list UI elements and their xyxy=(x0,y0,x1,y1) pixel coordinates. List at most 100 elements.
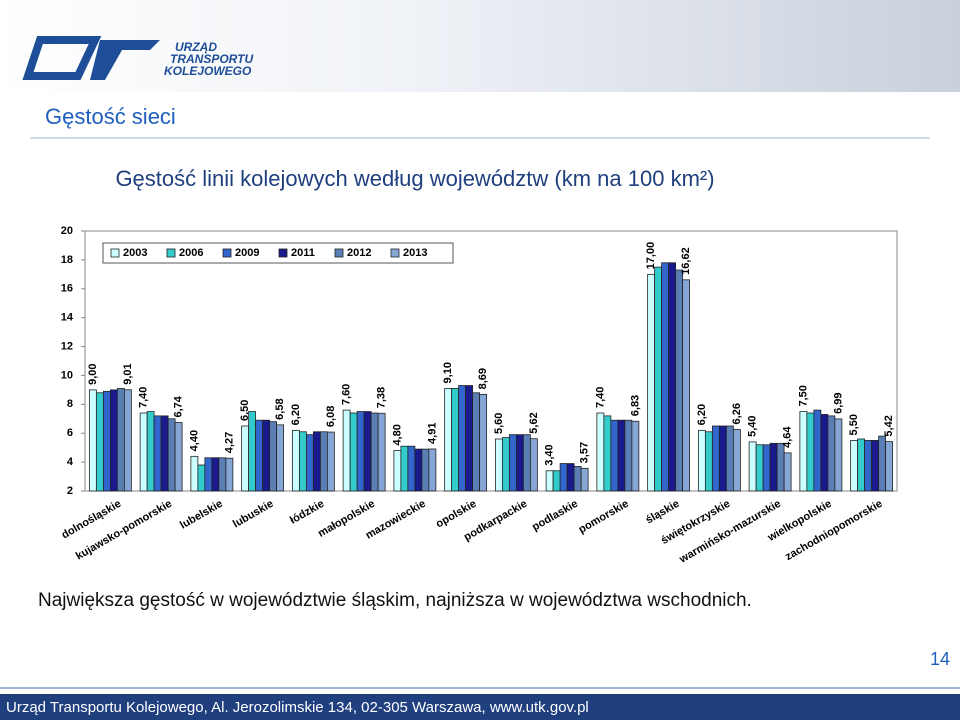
bar xyxy=(668,262,677,492)
bar xyxy=(857,438,866,492)
value-label: 4,27 xyxy=(223,432,235,453)
value-label: 5,62 xyxy=(528,412,540,433)
bar xyxy=(428,448,437,492)
y-tick-label: 20 xyxy=(61,225,73,237)
bar xyxy=(356,411,365,492)
bar xyxy=(624,419,633,492)
bar xyxy=(573,466,582,492)
x-tick-label: pomorskie xyxy=(577,498,631,536)
logo-text: URZĄD xyxy=(175,40,217,54)
bar xyxy=(617,419,626,492)
bar xyxy=(479,393,488,492)
bar xyxy=(305,434,314,492)
bar xyxy=(298,431,307,492)
chart-title: Gęstość linii kolejowych według wojewódz… xyxy=(115,166,714,191)
value-label: 6,83 xyxy=(629,395,641,416)
value-label: 9,00 xyxy=(87,363,99,384)
legend-box xyxy=(102,242,454,264)
bar xyxy=(799,411,808,492)
legend-swatch xyxy=(390,248,400,258)
bar xyxy=(522,434,531,492)
logo-text: TRANSPORTU xyxy=(170,52,253,66)
bar xyxy=(393,450,402,492)
bar xyxy=(596,412,605,492)
bar xyxy=(776,442,785,492)
value-label: 9,01 xyxy=(122,363,134,384)
value-label: 6,58 xyxy=(274,398,286,419)
y-tick-label: 18 xyxy=(61,254,73,266)
bar xyxy=(501,437,510,492)
bar xyxy=(806,412,815,492)
x-tick-label: łódzkie xyxy=(288,498,326,527)
legend-swatch xyxy=(222,248,232,258)
bar xyxy=(400,445,409,492)
bar xyxy=(95,392,104,492)
bar xyxy=(661,262,670,492)
footer-band xyxy=(0,694,960,720)
bar xyxy=(153,415,162,492)
bar xyxy=(820,414,829,492)
value-label: 4,40 xyxy=(188,430,200,451)
bar xyxy=(255,419,264,492)
bar xyxy=(451,388,460,492)
bar xyxy=(783,452,792,492)
bar xyxy=(529,438,538,492)
bar xyxy=(160,415,169,492)
bar xyxy=(718,425,727,492)
bar xyxy=(755,444,764,492)
bar xyxy=(769,442,778,492)
bar xyxy=(675,269,684,492)
bar xyxy=(407,445,416,492)
y-tick-label: 6 xyxy=(67,427,73,439)
value-label: 7,50 xyxy=(797,385,809,406)
bar xyxy=(312,431,321,492)
bar xyxy=(123,389,132,492)
bar xyxy=(276,424,285,492)
bar xyxy=(204,457,213,492)
bar xyxy=(580,467,589,492)
x-tick-label: śląskie xyxy=(644,498,682,527)
bar xyxy=(197,464,206,492)
value-label: 5,40 xyxy=(747,415,759,436)
bar xyxy=(458,385,467,492)
bar xyxy=(349,412,358,492)
value-label: 6,50 xyxy=(239,400,251,421)
x-tick-label: kujawsko-pomorskie xyxy=(74,498,174,563)
bar xyxy=(647,273,656,492)
y-tick-label: 2 xyxy=(67,485,73,497)
bar xyxy=(211,457,220,492)
value-label: 6,20 xyxy=(290,404,302,425)
bar xyxy=(248,411,257,492)
bar xyxy=(262,419,271,492)
legend-label: 2009 xyxy=(235,247,259,259)
bar xyxy=(377,412,386,492)
legend-label: 2006 xyxy=(179,247,203,259)
x-tick-label: lubelskie xyxy=(178,498,225,532)
caption: Największa gęstość w województwie śląski… xyxy=(38,590,752,611)
bar xyxy=(508,434,517,492)
logo-text: KOLEJOWEGO xyxy=(164,64,252,78)
value-label: 17,00 xyxy=(645,242,657,270)
slide-title: Gęstość sieci xyxy=(45,104,176,129)
logo: URZĄD TRANSPORTU KOLEJOWEGO xyxy=(22,36,253,80)
bar xyxy=(174,422,183,492)
x-tick-label: lubuskie xyxy=(231,498,276,531)
y-tick-label: 14 xyxy=(61,312,74,324)
legend-label: 2013 xyxy=(403,247,427,259)
value-label: 3,40 xyxy=(544,444,556,465)
value-label: 7,38 xyxy=(376,387,388,408)
bar xyxy=(370,412,379,492)
value-label: 9,10 xyxy=(442,362,454,383)
legend-swatch xyxy=(278,248,288,258)
bar xyxy=(850,440,859,492)
bar xyxy=(603,415,612,492)
bar xyxy=(732,429,741,492)
y-tick-label: 10 xyxy=(61,369,73,381)
bar xyxy=(342,409,351,492)
bar xyxy=(878,435,887,492)
value-label: 5,50 xyxy=(848,414,860,435)
bar xyxy=(725,425,734,492)
header-band xyxy=(0,0,960,92)
bar xyxy=(444,388,453,492)
